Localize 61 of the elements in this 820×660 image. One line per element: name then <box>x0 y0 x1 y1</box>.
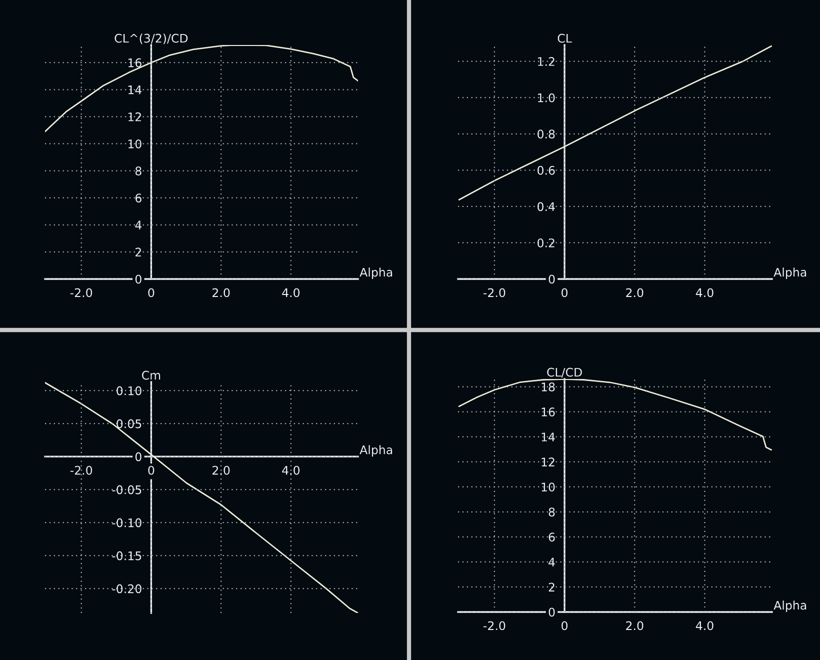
x-tick-label: -2.0 <box>70 288 92 298</box>
y-tick-label: 8 <box>548 508 555 517</box>
y-tick-label: 0 <box>135 452 142 462</box>
x-tick-label: 2.0 <box>212 466 230 475</box>
y-tick-label: 0.8 <box>538 130 555 139</box>
y-tick-label: 1.2 <box>538 57 554 66</box>
x-tick-label: 2.0 <box>626 621 644 630</box>
y-tick-label: 2 <box>136 248 141 256</box>
y-tick-label: 0.4 <box>538 202 555 212</box>
y-axis-title: CL^(3/2)/CD <box>114 34 188 44</box>
y-axis-title: CL/CD <box>547 368 582 378</box>
x-axis-title: Alpha <box>360 268 392 279</box>
y-tick-label: 14 <box>128 86 142 94</box>
y-tick-label: 10 <box>542 482 555 492</box>
y-tick-label: 14 <box>542 432 555 442</box>
line-series <box>458 45 772 200</box>
x-tick-label: 4.0 <box>282 288 300 298</box>
x-tick-label: 4.0 <box>696 288 714 298</box>
y-tick-label: 0 <box>548 608 555 617</box>
y-tick-label: 0.6 <box>538 166 555 175</box>
y-tick-label: 12 <box>542 458 554 466</box>
x-tick-label: 4.0 <box>696 621 714 630</box>
y-tick-label: 4 <box>548 558 555 566</box>
x-tick-label: 0 <box>562 621 568 630</box>
line-series <box>458 379 772 451</box>
y-tick-label: 0 <box>548 274 555 284</box>
y-tick-label: 0.10 <box>116 386 142 396</box>
y-tick-label: 16 <box>542 408 555 416</box>
y-tick-label: 6 <box>548 532 555 542</box>
x-tick-label: -2.0 <box>70 466 92 475</box>
x-axis-title: Alpha <box>360 445 392 457</box>
y-tick-label: 6 <box>135 194 142 202</box>
y-tick-label: 12 <box>128 112 141 122</box>
y-tick-label: 10 <box>128 139 142 148</box>
x-tick-label: 0 <box>148 288 154 298</box>
y-tick-label: 18 <box>542 382 555 392</box>
line-series <box>45 382 358 613</box>
y-tick-label: -0.20 <box>112 584 142 594</box>
x-tick-label: 0 <box>562 288 568 298</box>
y-axis-title: Cm <box>142 370 160 380</box>
y-tick-label: -0.05 <box>112 485 142 494</box>
y-tick-label: 2 <box>548 582 554 592</box>
x-tick-label: 0 <box>148 466 154 475</box>
y-tick-label: 0.05 <box>116 419 142 428</box>
x-tick-label: 2.0 <box>212 288 230 298</box>
y-tick-label: 0.2 <box>538 238 554 248</box>
y-tick-label: 4 <box>135 220 142 230</box>
x-tick-label: 2.0 <box>626 288 644 298</box>
y-tick-label: 0 <box>135 274 142 284</box>
y-tick-label: -0.15 <box>112 551 142 560</box>
x-tick-label: 4.0 <box>282 466 300 475</box>
y-tick-label: -0.10 <box>112 518 142 528</box>
y-tick-label: 1.0 <box>538 93 555 102</box>
x-axis-title: Alpha <box>774 600 806 612</box>
x-tick-label: -2.0 <box>484 621 506 630</box>
y-tick-label: 16 <box>128 58 142 68</box>
x-axis-title: Alpha <box>774 268 806 279</box>
line-series <box>45 45 358 132</box>
y-tick-label: 8 <box>135 166 142 176</box>
x-tick-label: -2.0 <box>484 288 506 298</box>
y-axis-title: CL <box>558 34 572 43</box>
